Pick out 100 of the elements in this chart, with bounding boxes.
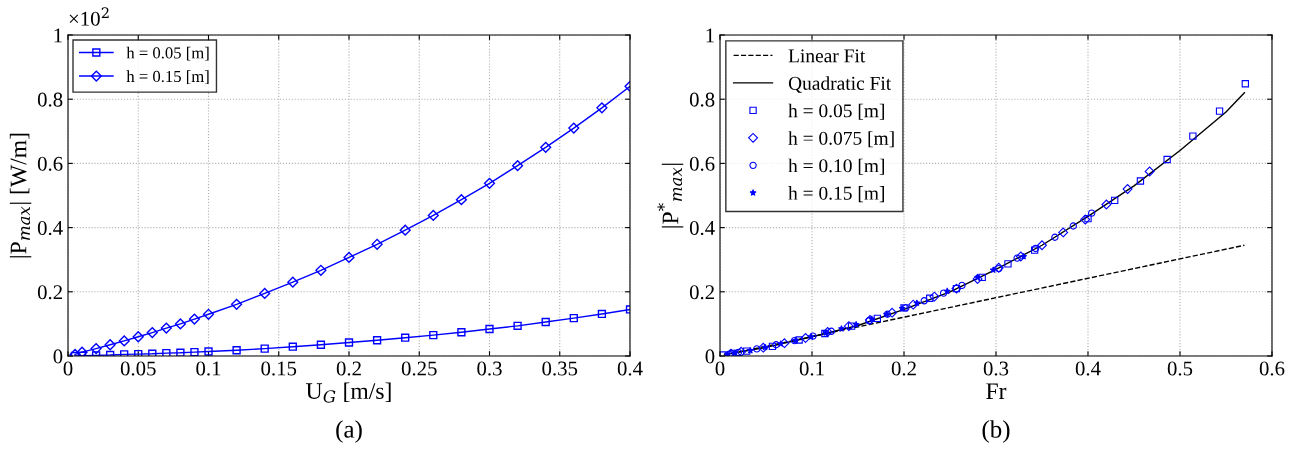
x-tick-label: 0.35 (542, 361, 578, 376)
point (943, 287, 951, 295)
point (920, 297, 928, 305)
point (188, 313, 201, 325)
point (513, 321, 522, 330)
y-axis-title: |P$_{max}$| [W/m] (9, 133, 32, 258)
legend-label: Linear Fit (788, 49, 866, 63)
y-tick-label: 1 (706, 28, 714, 43)
y-tick-label: 0.4 (37, 220, 63, 236)
point (1189, 132, 1197, 140)
x-tick-label: 0.4 (617, 361, 643, 376)
point (908, 299, 919, 310)
point (429, 330, 438, 340)
x-axis-title: Fr (986, 383, 1007, 399)
point (873, 314, 881, 323)
point (118, 335, 130, 347)
point (847, 322, 856, 330)
point (734, 348, 743, 356)
x-tick-label: 0.4 (1075, 361, 1101, 376)
legend-label: h = 0.05 [m] (788, 103, 884, 120)
point (978, 273, 986, 282)
point (399, 224, 411, 236)
x-tick-label: 0.6 (1259, 361, 1285, 376)
point (939, 289, 948, 297)
point (202, 308, 215, 320)
point (926, 294, 934, 302)
point (1241, 80, 1249, 88)
point (90, 343, 102, 355)
point (768, 342, 777, 351)
point (485, 324, 494, 334)
point (1004, 260, 1012, 268)
point (1088, 209, 1096, 217)
x-tick-label: 0.5 (1167, 361, 1193, 376)
point (837, 325, 845, 332)
point (132, 331, 144, 343)
point (230, 298, 243, 310)
y-tick-label: 0.2 (37, 285, 62, 300)
point (190, 347, 199, 356)
point (288, 342, 297, 351)
point (736, 346, 747, 356)
x-axis-title: U$_{G}$ [m/s] (306, 382, 391, 403)
text: ×10$^{2}$ (69, 7, 109, 26)
point (1111, 196, 1119, 204)
point (827, 327, 835, 335)
y-tick-label: 0.2 (689, 285, 714, 300)
y-tick-label: 0 (53, 349, 63, 364)
point (316, 340, 326, 349)
x-tick-label: 0.25 (401, 361, 437, 376)
point (1069, 222, 1077, 230)
point (800, 333, 811, 343)
point (174, 318, 187, 330)
x-tick-label: 0.2 (891, 361, 916, 376)
point (569, 313, 578, 323)
point (1215, 107, 1224, 115)
point (568, 122, 580, 134)
point (958, 281, 966, 290)
point (540, 141, 552, 153)
point (989, 266, 997, 274)
point (1051, 233, 1059, 241)
point (315, 264, 327, 276)
point (1058, 227, 1069, 238)
x-tick-label: 0.15 (261, 361, 297, 376)
point (843, 321, 854, 332)
point (259, 287, 271, 300)
legend-label: h = 0.15 [m] (788, 186, 884, 203)
point (287, 276, 299, 288)
point (597, 309, 607, 319)
y-tick-label: 0.4 (689, 220, 715, 236)
point (1037, 240, 1047, 251)
point (455, 194, 468, 206)
point (1013, 254, 1021, 262)
point (772, 341, 780, 349)
point (1136, 177, 1145, 185)
point (1080, 214, 1091, 225)
point (753, 345, 761, 353)
x-tick-label: 0.05 (120, 361, 156, 376)
x-tick-label: 0 (63, 361, 73, 376)
point (929, 291, 940, 302)
point (483, 177, 496, 189)
point (1101, 199, 1112, 210)
x-tick-label: 0.1 (196, 361, 221, 376)
point (260, 344, 269, 353)
x-tick-label: 0.2 (336, 361, 361, 376)
point (372, 336, 382, 345)
legend-label: h = 0.15 [m] (126, 70, 209, 85)
y-tick-label: 1 (54, 28, 62, 43)
point (852, 320, 860, 328)
point (160, 322, 172, 334)
point (344, 338, 354, 347)
text: (a) (336, 420, 362, 443)
point (232, 346, 241, 355)
point (1144, 166, 1155, 177)
point (1163, 155, 1171, 164)
point (343, 251, 355, 264)
point (427, 209, 439, 222)
point (887, 307, 898, 318)
point (104, 339, 116, 351)
point (1020, 252, 1028, 260)
point (401, 333, 410, 342)
point (371, 238, 383, 250)
